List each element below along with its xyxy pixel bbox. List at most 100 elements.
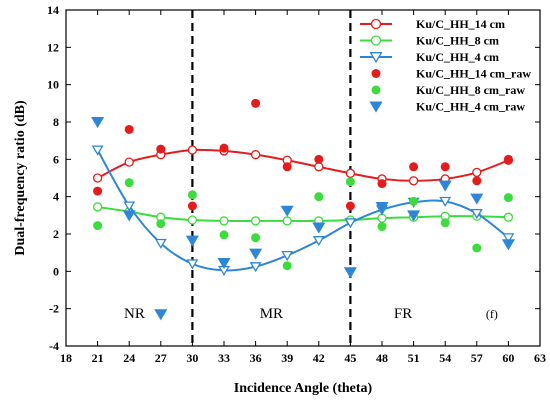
y-tick-label: 2 <box>53 227 59 241</box>
series-layer <box>91 98 515 321</box>
y-tick-label: 10 <box>47 78 59 92</box>
data-point <box>407 210 421 222</box>
data-point <box>503 154 513 164</box>
legend-label: Ku/C_HH_14 cm <box>416 17 505 31</box>
legend-label: Ku/C_HH_8 cm <box>416 34 499 48</box>
data-point <box>156 144 166 154</box>
data-point <box>345 168 356 178</box>
data-point <box>154 238 167 249</box>
data-point <box>472 167 482 178</box>
data-point <box>440 162 450 172</box>
legend-item: Ku/C_HH_4 cm <box>360 50 499 64</box>
data-point <box>472 176 482 186</box>
axes: 18 21 24 27 30 33 36 39 42 45 48 51 54 57 60 63-4-20246… <box>13 3 546 396</box>
data-point <box>281 250 294 262</box>
x-tick-label: 39 <box>281 351 293 365</box>
data-point <box>123 201 136 212</box>
plot-frame <box>65 9 541 347</box>
x-tick-label: 57 <box>471 351 483 365</box>
data-point <box>186 259 199 270</box>
y-axis-title: Dual-frequency ratio (dB) <box>13 100 28 256</box>
data-point <box>440 218 450 228</box>
data-point <box>438 180 452 192</box>
legend-item: Ku/C_HH_8 cm <box>360 34 499 48</box>
series-3 <box>93 98 513 211</box>
x-tick-label: 48 <box>376 351 388 365</box>
data-point <box>282 162 292 172</box>
data-point <box>344 218 357 229</box>
series-2 <box>91 145 515 277</box>
data-point <box>282 216 292 226</box>
data-point <box>156 219 166 229</box>
series-0 <box>92 145 514 186</box>
legend-marker <box>370 35 382 46</box>
data-point <box>154 309 168 321</box>
x-tick-label: 60 <box>502 351 514 365</box>
series-1 <box>92 202 514 226</box>
data-point <box>187 215 198 225</box>
legend-label: Ku/C_HH_8 cm_raw <box>416 83 525 97</box>
data-point <box>124 157 134 167</box>
data-point <box>251 98 261 108</box>
data-point <box>280 205 294 217</box>
legend-marker <box>369 52 383 64</box>
legend: Ku/C_HH_14 cm Ku/C_HH_8 cm Ku/C_HH_4 cm Ku/… <box>360 17 531 114</box>
legend-label: Ku/C_HH_4 cm_raw <box>416 100 525 114</box>
data-point <box>470 193 484 205</box>
legend-marker <box>369 101 383 113</box>
y-tick-label: 0 <box>53 264 59 278</box>
data-point <box>219 143 229 153</box>
data-point <box>377 222 387 232</box>
x-tick-label: 33 <box>218 351 230 365</box>
x-axis-title: Incidence Angle (theta) <box>234 381 373 396</box>
series-5 <box>91 117 515 321</box>
data-point <box>502 233 515 244</box>
data-point <box>345 201 355 211</box>
data-point <box>250 216 261 226</box>
region-boundaries <box>191 10 352 346</box>
data-point <box>187 145 198 155</box>
data-point <box>187 201 197 211</box>
data-point <box>282 261 292 271</box>
data-point <box>377 179 387 189</box>
data-point <box>187 190 197 200</box>
x-tick-label: 45 <box>344 351 356 365</box>
data-point <box>345 177 355 187</box>
legend-label: Ku/C_HH_14 cm_raw <box>416 67 531 81</box>
data-point <box>249 262 262 273</box>
data-point <box>91 117 105 129</box>
data-point <box>124 178 134 188</box>
data-point <box>314 154 324 164</box>
legend-marker <box>371 69 381 78</box>
data-point <box>439 196 452 207</box>
data-point <box>124 124 134 134</box>
data-point <box>93 186 103 196</box>
series-4 <box>93 177 513 271</box>
x-tick-label: 51 <box>408 351 420 365</box>
data-point <box>501 239 515 251</box>
x-tick-label: 24 <box>123 351 135 365</box>
y-tick-label: -4 <box>49 339 59 353</box>
data-point <box>314 192 324 202</box>
panel-label: (f) <box>486 307 498 321</box>
data-point <box>312 236 325 247</box>
legend-marker <box>370 18 382 30</box>
legend-item: Ku/C_HH_14 cm <box>360 17 505 31</box>
data-point <box>91 145 104 156</box>
region-label: NR <box>124 306 145 322</box>
legend-item: Ku/C_HH_14 cm_raw <box>371 67 531 81</box>
legend-item: Ku/C_HH_4 cm_raw <box>369 100 525 114</box>
data-point <box>249 248 263 260</box>
data-point <box>92 173 103 183</box>
legend-label: Ku/C_HH_4 cm <box>416 50 499 64</box>
x-tick-label: 54 <box>439 351 451 365</box>
data-point <box>408 176 419 186</box>
data-point <box>503 212 514 222</box>
data-point <box>409 196 419 206</box>
x-tick-label: 30 <box>186 351 198 365</box>
y-tick-label: 8 <box>53 115 59 129</box>
data-point <box>251 233 261 243</box>
y-tick-label: -2 <box>49 302 59 316</box>
data-point <box>343 267 357 279</box>
